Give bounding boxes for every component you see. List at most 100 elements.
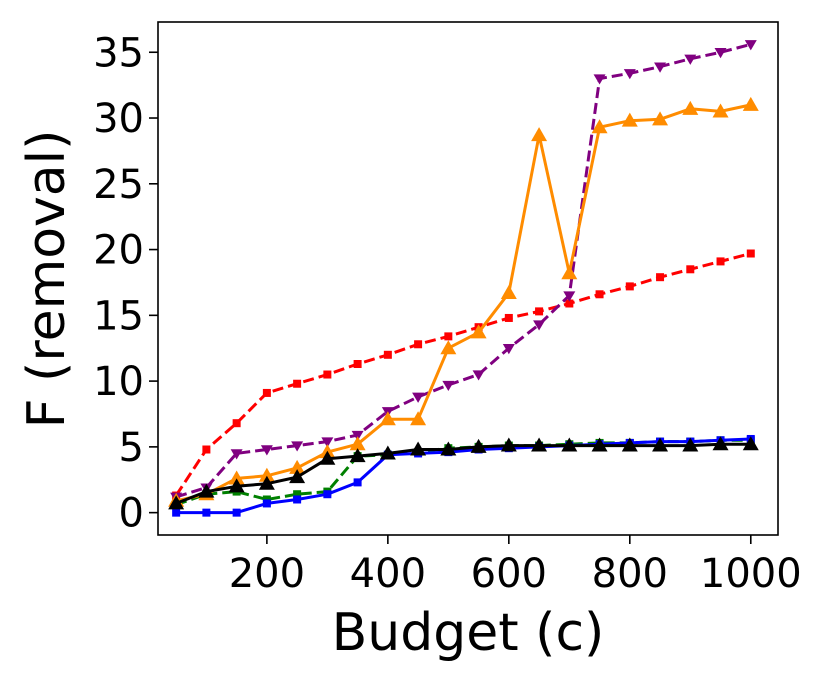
data-point <box>656 273 665 282</box>
y-tick-label: 5 <box>119 425 144 471</box>
data-point <box>686 265 695 274</box>
data-point <box>535 307 544 316</box>
data-point <box>323 490 332 499</box>
y-tick-label: 15 <box>93 293 144 339</box>
y-tick-label: 10 <box>93 359 144 405</box>
data-point <box>591 437 608 452</box>
data-point <box>228 478 245 493</box>
data-point <box>410 441 427 456</box>
data-point <box>595 290 604 299</box>
data-point <box>593 74 606 85</box>
y-tick-label: 20 <box>93 228 144 274</box>
x-tick-label: 400 <box>350 551 426 597</box>
data-point <box>472 370 485 381</box>
data-point <box>561 437 578 452</box>
data-point <box>262 499 271 508</box>
data-point <box>500 284 517 299</box>
data-point <box>289 459 306 474</box>
data-point <box>716 257 725 266</box>
data-point <box>289 469 306 484</box>
data-point <box>291 441 304 452</box>
data-point <box>410 411 427 426</box>
data-point <box>349 448 366 463</box>
series-1 <box>170 40 757 503</box>
data-point <box>172 508 181 517</box>
data-point <box>531 437 548 452</box>
data-point <box>500 437 517 452</box>
series-line <box>175 42 752 499</box>
data-point <box>383 350 392 359</box>
data-point <box>621 112 638 127</box>
data-point <box>742 96 759 111</box>
data-point <box>682 100 699 115</box>
data-point <box>168 495 185 510</box>
y-tick-label: 35 <box>93 30 144 76</box>
data-point <box>412 392 425 403</box>
data-point <box>712 103 729 118</box>
series-5 <box>168 436 759 510</box>
x-axis-label: Budget (c) <box>332 603 605 663</box>
data-point <box>531 127 548 142</box>
data-point <box>293 495 302 504</box>
data-point <box>351 430 364 442</box>
series-line <box>175 442 751 505</box>
tick-layer: 200 400 600 800 1000 0 5 10 15 20 25 30 35 <box>93 30 802 597</box>
y-tick-label: 25 <box>93 162 144 208</box>
data-point <box>202 445 211 454</box>
series-layer <box>168 40 759 517</box>
data-point <box>652 111 669 126</box>
data-point <box>262 388 271 397</box>
y-tick-label: 30 <box>93 96 144 142</box>
data-point <box>682 437 699 452</box>
data-point <box>321 437 334 448</box>
data-point <box>319 450 336 465</box>
data-point <box>349 436 366 451</box>
data-point <box>712 436 729 451</box>
data-point <box>625 282 634 291</box>
data-point <box>684 54 697 65</box>
series-0 <box>172 249 755 500</box>
series-line <box>174 252 752 497</box>
data-point <box>379 445 396 460</box>
data-point <box>293 379 302 388</box>
data-point <box>744 40 757 51</box>
data-point <box>533 320 546 331</box>
data-point <box>504 313 513 322</box>
data-point <box>746 249 755 258</box>
data-point <box>442 380 455 392</box>
x-tick-label: 1000 <box>700 551 802 597</box>
series-line <box>176 437 751 515</box>
data-point <box>228 470 245 485</box>
data-point <box>440 441 457 456</box>
data-point <box>563 291 576 302</box>
data-point <box>591 119 608 134</box>
plot-frame <box>157 21 779 536</box>
data-point <box>202 508 211 517</box>
data-point <box>232 419 241 428</box>
y-axis-label: F (removal) <box>17 130 77 429</box>
data-point <box>293 490 302 499</box>
data-point <box>379 411 396 426</box>
data-point <box>230 449 243 460</box>
data-point <box>353 478 362 487</box>
x-tick-label: 600 <box>471 551 547 597</box>
data-point <box>652 437 669 452</box>
data-point <box>440 340 457 355</box>
data-point <box>232 508 241 517</box>
data-point <box>502 344 515 355</box>
data-point <box>714 48 727 59</box>
data-point <box>198 483 215 498</box>
data-point <box>470 324 487 339</box>
data-point <box>561 265 578 280</box>
data-point <box>260 445 273 456</box>
data-point <box>414 340 423 349</box>
data-point <box>258 475 275 490</box>
data-point <box>323 370 332 379</box>
series-line <box>175 103 752 503</box>
y-tick-label: 0 <box>119 491 144 537</box>
data-point <box>654 62 667 73</box>
data-point <box>621 437 638 452</box>
data-point <box>470 438 487 453</box>
data-point <box>353 360 362 368</box>
